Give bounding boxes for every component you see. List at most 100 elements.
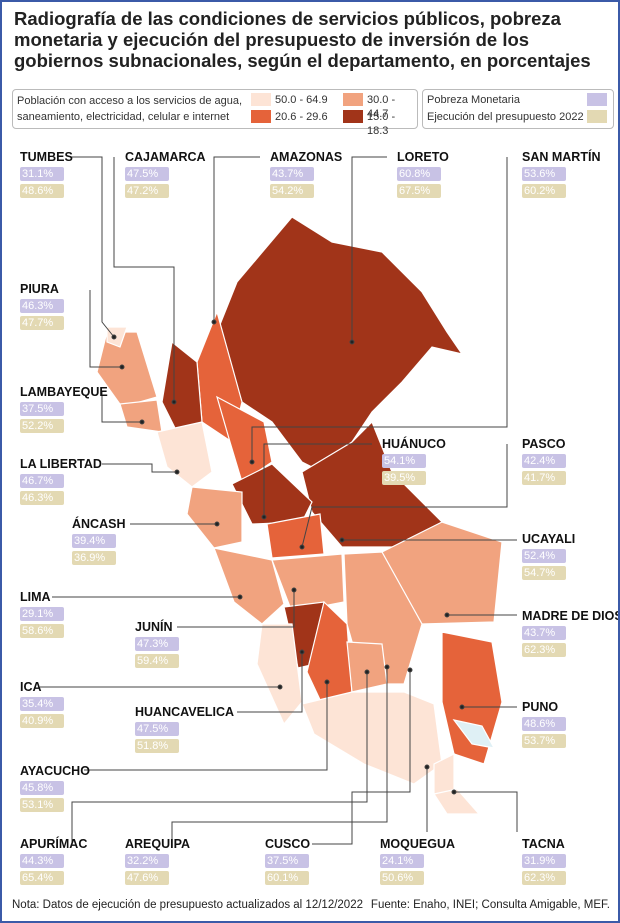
ancash (186, 486, 243, 549)
leader-dot (424, 764, 430, 770)
poverty-value: 46.7% (20, 474, 64, 488)
leader-dot (139, 419, 145, 425)
leader-dot (339, 537, 345, 543)
access-label: Población con acceso a los servicios de … (17, 95, 243, 123)
budget-value: 60.2% (522, 184, 566, 198)
department-label: UCAYALI 52.4% 54.7% (522, 532, 575, 580)
indicator-legend: Pobreza Monetaria Ejecución del presupues… (422, 89, 614, 129)
leader-line (89, 290, 122, 368)
leader-dot (299, 544, 305, 550)
department-name: CUSCO (265, 837, 311, 851)
budget-value: 67.5% (397, 184, 441, 198)
budget-value: 54.2% (270, 184, 314, 198)
budget-value: 59.4% (135, 654, 179, 668)
leader-lines (40, 156, 518, 845)
poverty-value: 44.3% (20, 854, 64, 868)
poverty-value: 42.4% (522, 454, 566, 468)
department-name: APURÍMAC (20, 837, 88, 851)
department-label: APURÍMAC 44.3% 65.4% (20, 837, 87, 885)
budget-value: 53.1% (20, 798, 64, 812)
poverty-value: 47.5% (125, 167, 169, 181)
department-label: HUANCAVELICA 47.5% 51.8% (135, 705, 234, 753)
leader-dot (174, 469, 180, 475)
budget-value: 48.6% (20, 184, 64, 198)
leader-line (101, 392, 142, 423)
department-name: PASCO (522, 437, 566, 451)
poverty-value: 60.8% (397, 167, 441, 181)
budget-value: 50.6% (380, 871, 424, 885)
range-label: 30.0 - 44.7 (367, 94, 396, 120)
leader-dot (261, 514, 267, 520)
leader-dot (214, 521, 220, 527)
leader-line (351, 156, 387, 342)
indicator-swatch (587, 110, 607, 123)
department-label: PIURA 46.3% 47.7% (20, 282, 64, 330)
budget-value: 54.7% (522, 566, 566, 580)
budget-value: 52.2% (20, 419, 64, 433)
department-label: AYACUCHO 45.8% 53.1% (20, 764, 90, 812)
leader-dot (111, 334, 117, 340)
department-name: SAN MARTÍN (522, 150, 601, 164)
regions (96, 216, 503, 815)
note: Nota: Datos de ejecución de presupuesto … (12, 899, 363, 911)
department-name: UCAYALI (522, 532, 576, 546)
leader-line (454, 791, 518, 832)
range-swatch (251, 93, 271, 106)
leader-dot (299, 649, 305, 655)
department-label: TUMBES 31.1% 48.6% (20, 150, 73, 198)
department-name: ICA (20, 680, 42, 694)
access-legend: Población con acceso a los servicios de … (12, 89, 418, 137)
poverty-value: 45.8% (20, 781, 64, 795)
department-name: TUMBES (20, 150, 73, 164)
department-label: PUNO 48.6% 53.7% (522, 700, 566, 748)
department-label: LAMBAYEQUE 37.5% 52.2% (20, 385, 108, 433)
leader-line (177, 590, 295, 628)
range-swatch (343, 93, 363, 106)
budget-value: 53.7% (522, 734, 566, 748)
budget-value: 58.6% (20, 624, 64, 638)
poverty-value: 37.5% (265, 854, 309, 868)
leader-dot (407, 667, 413, 673)
department-name: PUNO (522, 700, 559, 714)
leader-dot (119, 364, 125, 370)
leader-line (237, 652, 303, 713)
tacna (433, 788, 481, 815)
leader-dot (349, 339, 355, 345)
leader-line (71, 672, 368, 844)
department-name: HUÁNUCO (382, 437, 446, 451)
department-label: JUNÍN 47.3% 59.4% (135, 620, 179, 668)
poverty-value: 43.7% (522, 626, 566, 640)
department-label: AREQUIPA 32.2% 47.6% (125, 837, 190, 885)
range-label: 20.6 - 29.6 (275, 111, 328, 123)
tumbes (106, 326, 128, 348)
department-name: CAJAMARCA (125, 150, 206, 164)
junin (271, 553, 345, 613)
leader-line (113, 157, 175, 402)
leader-line (171, 667, 388, 844)
leader-line (213, 156, 260, 322)
pasco (266, 513, 325, 559)
leader-line (84, 682, 328, 771)
poverty-value: 32.2% (125, 854, 169, 868)
department-name: LAMBAYEQUE (20, 385, 108, 399)
department-label: HUÁNUCO 54.1% 39.5% (382, 437, 446, 485)
leader-dot (384, 664, 390, 670)
indicator-label: Pobreza Monetaria (427, 94, 520, 106)
leader-dot (171, 399, 177, 405)
department-name: ÁNCASH (72, 517, 126, 531)
range-label: 15.0 - 18.3 (367, 111, 396, 137)
range-swatch (251, 110, 271, 123)
poverty-value: 47.5% (135, 722, 179, 736)
leader-line (70, 156, 115, 338)
department-name: LA LIBERTAD (20, 457, 102, 471)
department-label: MOQUEGUA 24.1% 50.6% (380, 837, 455, 885)
lambayeque (119, 399, 163, 433)
poverty-value: 43.7% (270, 167, 314, 181)
poverty-value: 54.1% (382, 454, 426, 468)
budget-value: 47.6% (125, 871, 169, 885)
leader-dot (237, 594, 243, 600)
department-name: TACNA (522, 837, 565, 851)
budget-value: 40.9% (20, 714, 64, 728)
poverty-value: 48.6% (522, 717, 566, 731)
